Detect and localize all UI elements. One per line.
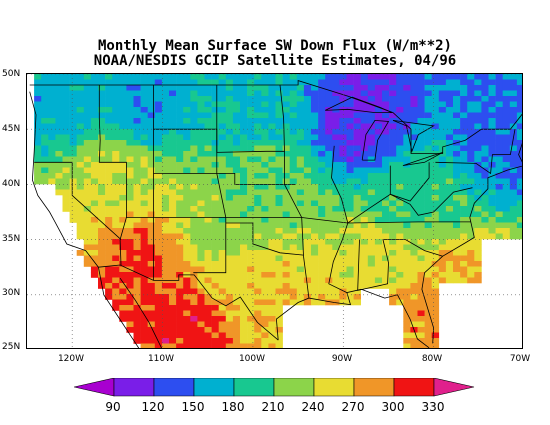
legend-swatch-90-120: [113, 378, 155, 397]
lake-huron: [392, 120, 435, 153]
legend-label-180: 180: [221, 400, 245, 414]
graticule: [27, 74, 522, 348]
state-line-mississippi: [328, 145, 349, 293]
legend-label-270: 270: [341, 400, 365, 414]
lat-label-40n: 40N: [2, 179, 21, 189]
lat-label-50n: 50N: [2, 69, 21, 79]
legend-label-330: 330: [421, 400, 445, 414]
lon-label-110w: 110W: [147, 354, 175, 364]
map-panel: [26, 73, 523, 349]
legend-label-300: 300: [381, 400, 405, 414]
gulf-of-california: [119, 277, 162, 348]
lake-erie: [402, 152, 443, 166]
lat-label-30n: 30N: [2, 288, 21, 298]
lake-michigan: [361, 119, 390, 161]
legend-swatch-below-90: [74, 378, 115, 397]
state-line-dakotas: [279, 84, 310, 299]
state-line-ohio: [389, 162, 430, 202]
boundary-lines: [29, 80, 522, 348]
legend-swatch-180-210: [233, 378, 275, 397]
legend-label-90: 90: [105, 400, 121, 414]
lon-label-100w: 100W: [238, 354, 266, 364]
legend-label-120: 120: [141, 400, 165, 414]
legend-label-150: 150: [181, 400, 205, 414]
legend-swatch-240-270: [313, 378, 355, 397]
lat-label-45n: 45N: [2, 124, 21, 134]
legend-swatch-above-330: [433, 378, 475, 397]
lon-label-70w: 70W: [509, 354, 531, 364]
lon-label-90w: 90W: [331, 354, 353, 364]
legend-swatch-300-330: [393, 378, 435, 397]
lat-label-35n: 35N: [2, 234, 21, 244]
lon-label-80w: 80W: [421, 354, 443, 364]
color-legend: [74, 378, 475, 397]
state-line-114w: [98, 85, 127, 266]
flux-map: [27, 74, 522, 348]
legend-swatch-150-180: [193, 378, 235, 397]
legend-swatch-120-150: [153, 378, 195, 397]
state-line-texas: [225, 222, 304, 256]
legend-label-240: 240: [301, 400, 325, 414]
lon-label-120w: 120W: [57, 354, 85, 364]
lake-superior: [325, 96, 393, 113]
state-line-104w: [193, 85, 227, 274]
lat-label-25n: 25N: [2, 342, 21, 352]
legend-swatch-210-240: [273, 378, 315, 397]
atlantic-coast: [421, 143, 522, 344]
state-line-appalachian: [347, 187, 473, 224]
map-title: Monthly Mean Surface SW Down Flux (W/m**…: [97, 38, 452, 54]
flux-grid: [34, 74, 522, 348]
map-subtitle: NOAA/NESDIS GCIP Satellite Estimates, 04…: [93, 53, 457, 69]
us-mexico-border: [98, 264, 279, 341]
legend-label-210: 210: [261, 400, 285, 414]
us-border-north: [29, 80, 522, 154]
state-line-northeast: [435, 129, 516, 175]
legend-swatch-270-300: [353, 378, 395, 397]
state-line-37n: [126, 217, 471, 224]
